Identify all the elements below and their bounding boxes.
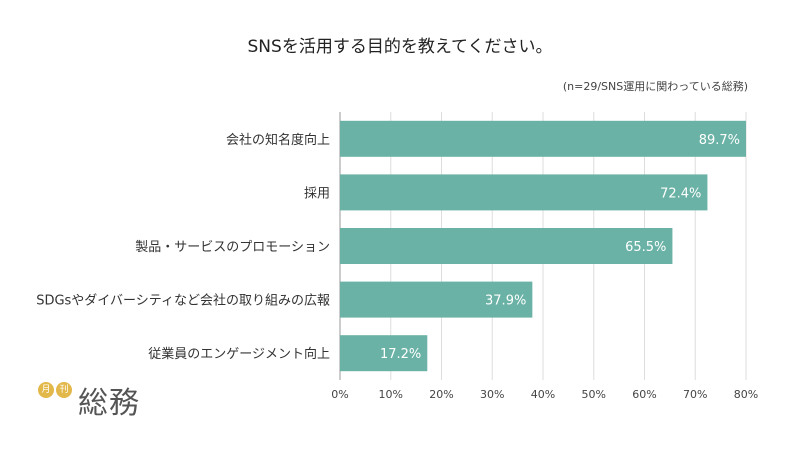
category-label: 会社の知名度向上 xyxy=(226,132,330,148)
category-label: 従業員のエンゲージメント向上 xyxy=(148,346,330,362)
bar xyxy=(340,281,533,318)
x-tick-label: 60% xyxy=(632,388,656,401)
x-tick-label: 20% xyxy=(429,388,453,401)
sample-note: (n=29/SNS運用に関わっている総務) xyxy=(562,80,748,93)
bar xyxy=(340,335,428,372)
bar xyxy=(340,174,708,211)
bar-value-label: 17.2% xyxy=(380,347,421,362)
bar-value-label: 89.7% xyxy=(699,133,740,148)
bar xyxy=(340,228,673,264)
logo-badge-issue: 刊 xyxy=(56,382,72,398)
logo-badge-month: 月 xyxy=(38,382,54,398)
chart-title: SNSを活用する目的を教えてください。 xyxy=(247,37,553,57)
x-tick-label: 30% xyxy=(480,388,504,401)
publication-logo: 月 刊 総務 xyxy=(38,372,148,422)
x-tick-label: 40% xyxy=(531,388,555,401)
x-tick-label: 70% xyxy=(683,388,707,401)
x-tick-label: 10% xyxy=(379,388,403,401)
logo-name: 総務 xyxy=(78,386,140,421)
category-label: SDGsやダイバーシティなど会社の取り組みの広報 xyxy=(36,293,330,309)
x-tick-label: 0% xyxy=(331,388,348,401)
bar-value-label: 72.4% xyxy=(660,186,701,201)
x-tick-label: 80% xyxy=(734,388,758,401)
bar xyxy=(340,120,746,157)
x-tick-label: 50% xyxy=(582,388,606,401)
bar-value-label: 65.5% xyxy=(625,240,666,255)
bar-value-label: 37.9% xyxy=(485,294,526,309)
category-label: 採用 xyxy=(304,186,330,201)
category-label: 製品・サービスのプロモーション xyxy=(135,240,330,255)
